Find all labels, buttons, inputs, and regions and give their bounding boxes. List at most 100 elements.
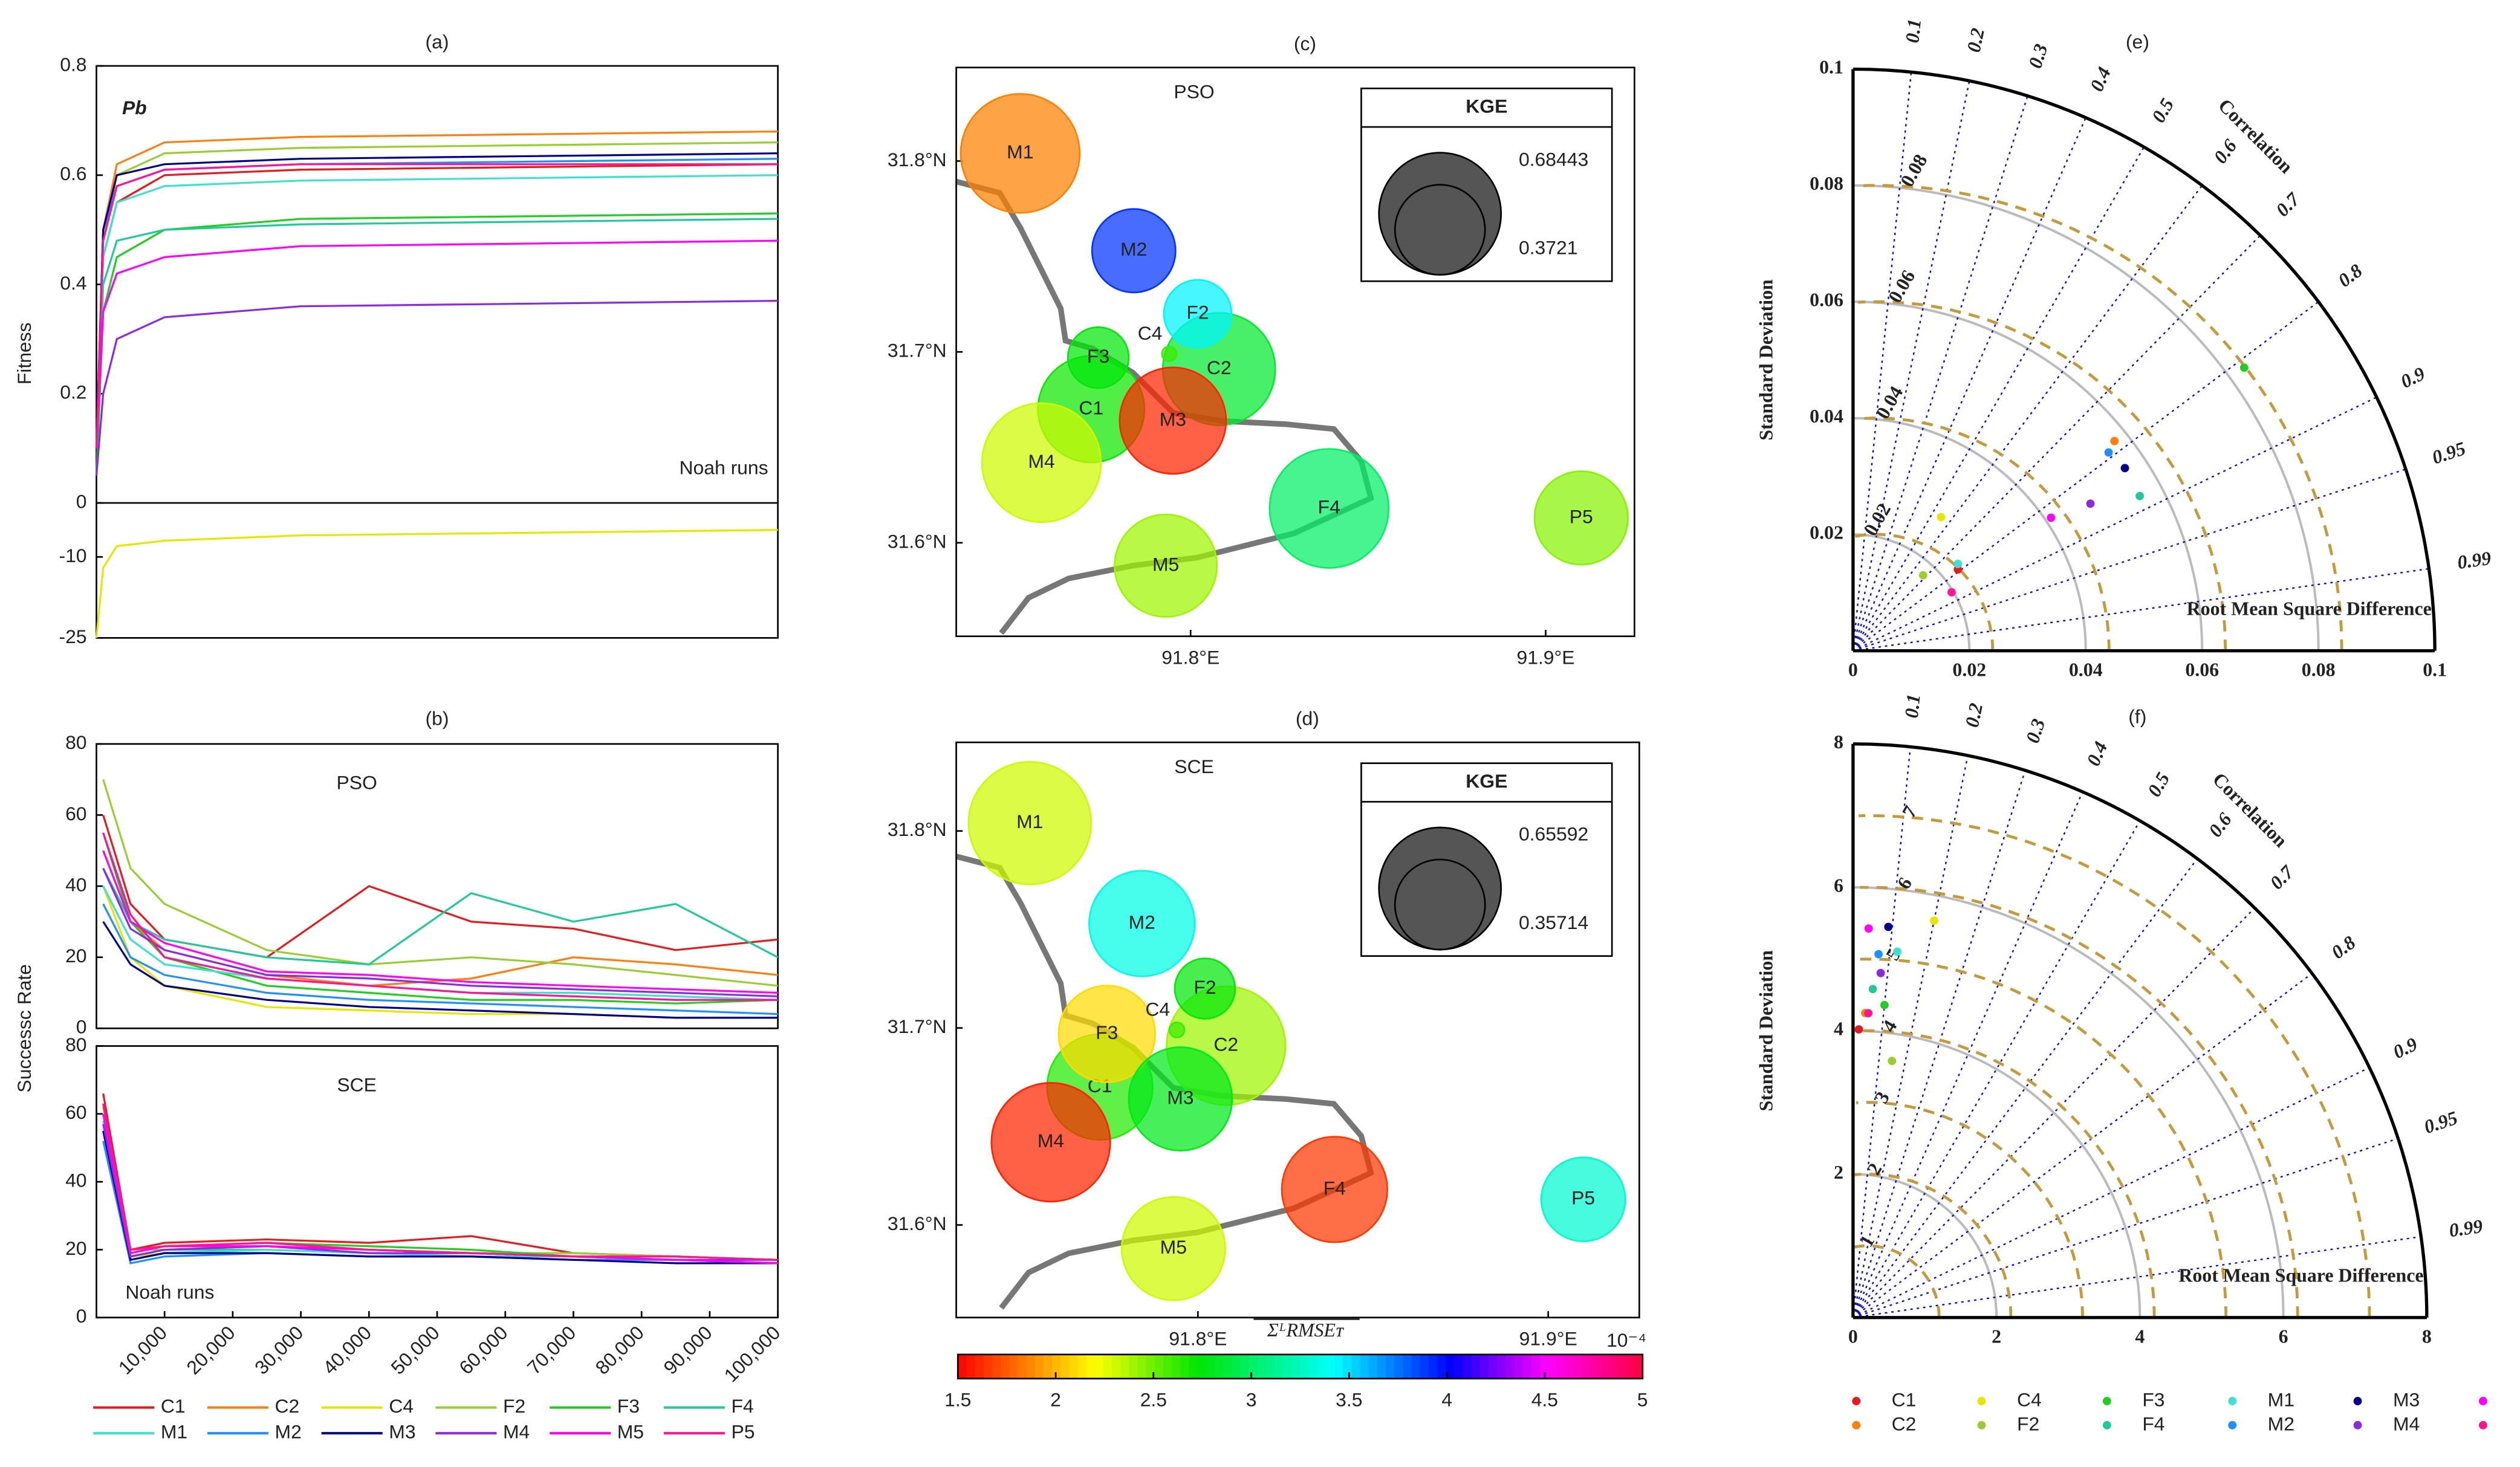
y-tick-label: 0.6 [60,163,86,184]
x-tick-label: 91.9°E [1519,1327,1577,1349]
taylor-point [2086,499,2095,508]
legend-marker [1852,1420,1861,1430]
station-bubble [1268,448,1390,569]
corr-tick-label: 0.6 [2210,135,2241,167]
station-label: F2 [1186,301,1209,323]
station-label: M2 [1129,911,1155,933]
colorbar-slice [1249,1354,1259,1379]
station-label: F3 [1096,1022,1118,1043]
legend-marker [1852,1397,1861,1405]
colorbar-slice [1018,1354,1028,1379]
x-tick-label: 0.06 [2185,659,2219,680]
legend-label: M1 [2268,1388,2294,1410]
station-bubble [967,761,1092,886]
station-bubble [1533,470,1629,566]
fitness-line [95,300,778,476]
station-label: M5 [1152,553,1179,575]
legend-label: M2 [275,1421,302,1443]
station-bubble [1091,208,1177,294]
legend-label: M3 [389,1421,415,1443]
corr-line [1852,72,1912,651]
colorbar-slice [1265,1354,1276,1379]
colorbar-slice [1103,1354,1113,1379]
y-tick-label: 4 [1834,1018,1843,1040]
outer-arc [1853,742,2429,1318]
x-tick-label: 80,000 [591,1321,648,1378]
success-line [102,1130,778,1265]
corr-line [1852,146,2145,652]
taylor-point [1947,588,1956,597]
station-bubble [960,93,1081,214]
colorbar-slice [1206,1354,1216,1379]
taylor-point [2135,491,2144,500]
colorbar-tick-label: 3.5 [1336,1388,1362,1410]
y-tick-label: 31.7°N [888,340,947,361]
station-label: F4 [1323,1177,1346,1199]
colorbar-slice [1283,1354,1293,1379]
colorbar-slice [1634,1354,1644,1379]
colorbar-label: ΣᴸRMSEᴛ [1267,1320,1345,1341]
rmsd-tick-label: 0.08 [1896,151,1931,190]
colorbar-slice [1180,1354,1190,1379]
panel-label: PSO [1174,81,1214,103]
station-label: M2 [1120,238,1147,260]
colorbar-slice [1386,1354,1395,1379]
colorbar-slice [1591,1354,1601,1379]
x-tick-label: 91.8°E [1161,646,1219,668]
std-arc [1853,1029,2142,1318]
colorbar-slice [1325,1354,1336,1379]
legend-label: C2 [275,1395,300,1417]
std-arc [1853,1173,1998,1318]
colorbar-slice [1514,1354,1524,1379]
y-tick-label: 31.8°N [888,818,947,840]
legend-marker [1977,1397,1986,1405]
colorbar-slice [1463,1354,1473,1379]
colorbar-slice [1625,1354,1635,1379]
rmsd-tick-label: 0.06 [1884,267,1919,306]
y-tick-label: 40 [65,873,86,895]
colorbar-slice [1565,1354,1575,1379]
rmsd-arc [1853,1244,1941,1318]
legend-label: M2 [2268,1413,2294,1434]
taylor-point [1918,571,1927,580]
y-tick-label: 0.4 [60,272,86,294]
legend-marker [2228,1420,2237,1430]
colorbar-slice [1394,1354,1404,1379]
colorbar-slice [1034,1354,1045,1379]
colorbar-slice [1172,1354,1181,1379]
colorbar-slice [1351,1354,1362,1379]
colorbar-slice [1411,1354,1421,1379]
fitness-line [95,529,778,638]
station-label: M3 [1167,1086,1193,1108]
colorbar-slice [1599,1354,1609,1379]
fitness-line [95,218,778,449]
panel-title: (e) [2126,31,2149,53]
colorbar-tick-label: 4 [1441,1388,1452,1410]
rmsd-tick-label: 3 [1871,1088,1894,1107]
y-tick-label: 0.1 [1819,57,1843,78]
colorbar-slice [1112,1354,1122,1379]
fitness-line [95,239,778,449]
y-tick-label: -25 [59,626,86,647]
station-label: M4 [1028,450,1054,472]
legend-marker [1977,1420,1986,1430]
x-tick-label: 50,000 [387,1321,444,1378]
rmsd-tick-label: 5 [1882,945,1905,963]
fitness-line [95,152,778,449]
station-label: M1 [1007,141,1033,163]
colorbar-exponent: 10⁻⁴ [1606,1329,1646,1351]
rmsd-tick-label: 0.04 [1872,383,1907,423]
corr-line [1853,1138,2398,1318]
x-tick-label: 60,000 [455,1321,511,1378]
taylor-point [1876,968,1885,977]
legend-label: P5 [2518,1413,2520,1434]
colorbar-slice [1223,1354,1233,1379]
y-tick-label: 0.02 [1810,522,1843,543]
size-legend-label: 0.65592 [1519,823,1588,845]
colorbar-slice [1001,1354,1010,1379]
y-tick-label: 0 [76,1016,87,1038]
corr-line [1852,117,2086,652]
y-tick-label: 60 [65,1101,86,1123]
std-arc [1853,533,1971,651]
